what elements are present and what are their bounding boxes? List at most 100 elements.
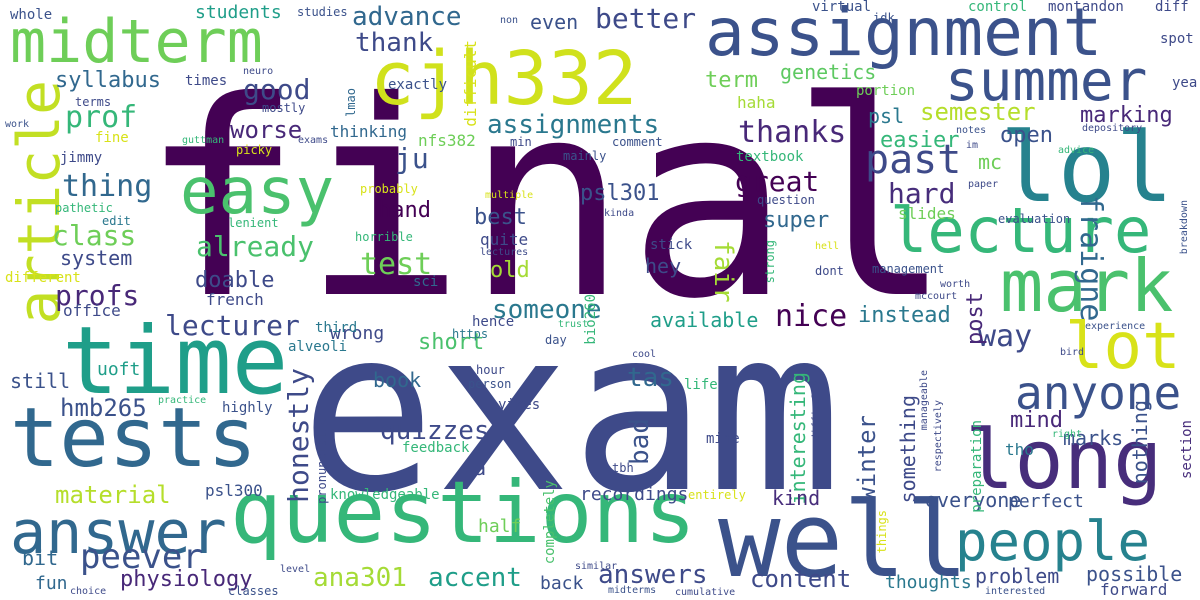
word: semester [920, 98, 1036, 126]
word: third [315, 320, 358, 336]
word: french [206, 290, 264, 309]
word: assignment [705, 0, 1103, 71]
word: something [896, 395, 920, 504]
word: yea [1172, 75, 1198, 91]
word: guttman [182, 135, 225, 146]
word: preparation [969, 420, 985, 513]
word: open [1000, 123, 1053, 148]
word: tbh [612, 461, 634, 475]
word: past [865, 137, 962, 183]
word: doable [195, 268, 275, 293]
word: experience [1085, 321, 1146, 332]
word: hand [378, 198, 431, 223]
word: best [474, 205, 527, 230]
word: difficult [461, 40, 480, 127]
word: uoft [97, 359, 141, 380]
word: mark [1000, 244, 1174, 328]
word: cumulative [675, 587, 736, 598]
word: ta [462, 456, 487, 480]
word: control [968, 0, 1028, 15]
word: well [718, 479, 969, 600]
word: hence [472, 314, 515, 330]
word: content [750, 565, 852, 593]
word: people [955, 510, 1151, 573]
word: winter [853, 415, 881, 502]
word: life [684, 377, 718, 393]
word: slides [898, 204, 956, 223]
word: picky [236, 143, 273, 157]
word: pronunciation [315, 410, 329, 504]
word: tests [10, 391, 257, 486]
word: advance [352, 2, 462, 32]
word: even [530, 10, 579, 34]
word: https [452, 327, 489, 341]
word: things [875, 510, 889, 554]
word: manageable [919, 370, 930, 431]
word: jimmy [60, 150, 103, 166]
word: material [55, 481, 171, 509]
word: im [966, 140, 979, 151]
word: respectively [933, 400, 944, 473]
word: nothing [1128, 400, 1152, 485]
word: prof [65, 100, 138, 135]
word: worse [230, 116, 303, 144]
word: recordings [580, 484, 689, 505]
word: fair [708, 240, 738, 303]
word: quite [480, 230, 529, 249]
word: right [1052, 429, 1083, 440]
word: anyone [1015, 366, 1182, 420]
word: super [763, 208, 830, 233]
word: lectures [480, 247, 529, 258]
word: marks [1063, 426, 1124, 450]
word: someone [492, 295, 602, 325]
word: diff [1155, 0, 1189, 15]
word: physiology [120, 567, 253, 592]
word: genetics [780, 60, 877, 84]
word: short [418, 330, 485, 355]
word: mc [978, 150, 1003, 174]
word: assignments [487, 110, 660, 140]
word: comment [612, 135, 663, 149]
word: horrible [355, 230, 413, 244]
word: advice [1058, 145, 1095, 156]
word: midterm [10, 7, 263, 77]
word: idk [873, 11, 895, 25]
word: psl [868, 104, 905, 128]
word: pathetic [55, 201, 113, 215]
word: mind [1010, 408, 1063, 433]
word: fraigne [1073, 195, 1108, 322]
word: person [468, 377, 512, 391]
word: thanks [738, 115, 847, 150]
word: terms [75, 95, 112, 109]
word: probably [360, 182, 418, 196]
word: everyone [925, 488, 1022, 512]
word: worth [940, 279, 971, 290]
word: back [540, 573, 584, 594]
word: thinking [330, 122, 408, 141]
word: exam [300, 281, 842, 543]
word: midterms [608, 585, 657, 596]
word: non [500, 15, 519, 26]
word: lecturer [165, 309, 300, 342]
word: lecture [890, 194, 1152, 267]
word: alveoli [288, 339, 348, 355]
word: lot [1065, 310, 1181, 384]
word: times [185, 73, 228, 89]
word: half [478, 516, 522, 537]
word: wrong [330, 323, 385, 344]
word: edit [102, 214, 131, 228]
word: neuro [243, 66, 274, 77]
word: management [872, 262, 945, 276]
word: office [63, 301, 121, 320]
word: nice [775, 299, 848, 334]
word: level [280, 564, 311, 575]
word: difficulty [811, 380, 822, 441]
word: forward [1100, 580, 1168, 599]
word: choice [70, 586, 107, 597]
word: easy [180, 155, 335, 229]
word: final [140, 43, 953, 358]
word: marking [1080, 103, 1173, 128]
word: old [490, 258, 530, 283]
word: spot [1160, 31, 1194, 47]
